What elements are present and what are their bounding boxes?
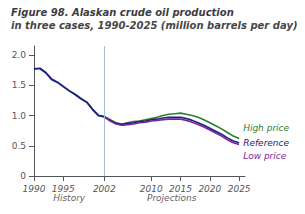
svg-text:1.5: 1.5 [12,80,26,90]
svg-text:Projections: Projections [147,193,197,203]
svg-text:Figure 98. Alaskan crude oil p: Figure 98. Alaskan crude oil production [11,7,234,18]
svg-text:2020: 2020 [198,184,221,194]
svg-text:Low price: Low price [243,151,287,161]
svg-text:0: 0 [20,171,26,181]
svg-text:2.0: 2.0 [12,50,27,60]
svg-text:in three cases, 1990-2025 (mil: in three cases, 1990-2025 (million barre… [11,20,297,31]
svg-text:2002: 2002 [93,184,116,194]
svg-text:2025: 2025 [228,184,251,194]
svg-text:2010: 2010 [139,183,163,194]
svg-text:Reference: Reference [243,138,289,148]
svg-text:1.0: 1.0 [12,111,27,121]
svg-text:High price: High price [243,123,289,133]
svg-text:1995: 1995 [51,183,75,194]
svg-text:2015: 2015 [169,183,192,194]
svg-text:1990: 1990 [23,184,46,194]
svg-text:0.5: 0.5 [12,141,26,151]
svg-text:History: History [53,193,86,203]
